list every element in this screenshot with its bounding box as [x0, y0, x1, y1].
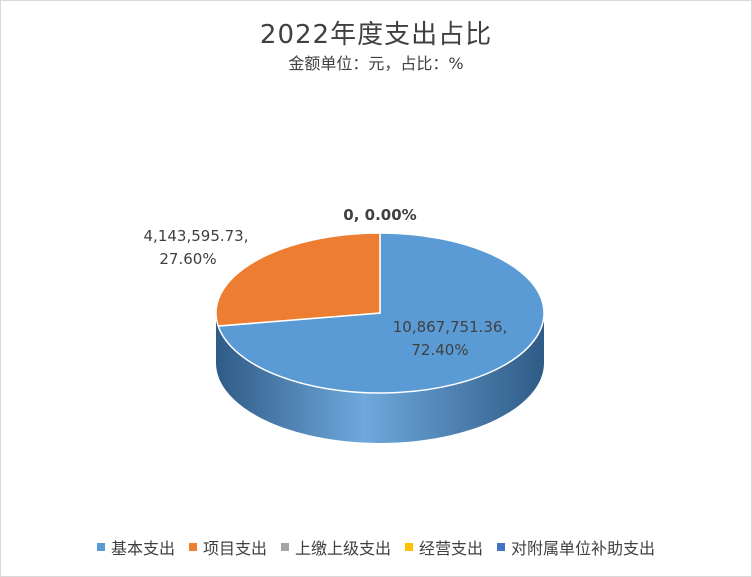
data-label-basic-value: 10,867,751.36, — [393, 318, 508, 336]
chart-title: 2022年度支出占比 — [259, 20, 493, 50]
legend-swatch — [96, 543, 105, 551]
legend-label: 项目支出 — [202, 539, 267, 558]
chart-subtitle: 金额单位：元，占比：% — [288, 54, 464, 73]
legend-swatch — [497, 543, 506, 551]
data-label-project-percent: 27.60% — [159, 250, 216, 268]
data-label-zero: 0, 0.00% — [343, 206, 416, 224]
legend-label: 对附属单位补助支出 — [511, 539, 656, 558]
legend-swatch — [280, 543, 289, 551]
pie-side-wall — [216, 313, 544, 443]
legend-item-project: 项目支出 — [188, 535, 267, 559]
chart-legend: 基本支出 项目支出 上缴上级支出 经营支出 对附属单位补助支出 — [0, 535, 752, 559]
legend-item-operating: 经营支出 — [405, 535, 483, 559]
legend-item-basic: 基本支出 — [96, 535, 175, 559]
legend-item-subsidy: 对附属单位补助支出 — [497, 535, 655, 559]
data-label-basic-percent: 72.40% — [411, 341, 468, 359]
legend-swatch — [188, 543, 197, 551]
legend-swatch — [405, 543, 413, 551]
legend-label: 经营支出 — [419, 539, 484, 558]
pie-slice-1 — [215, 232, 381, 327]
pie-slice-0 — [217, 232, 545, 394]
data-label-project-value: 4,143,595.73, — [144, 227, 249, 245]
legend-label: 上缴上级支出 — [294, 539, 391, 558]
legend-label: 基本支出 — [110, 539, 175, 558]
legend-item-remit: 上缴上级支出 — [280, 535, 391, 559]
